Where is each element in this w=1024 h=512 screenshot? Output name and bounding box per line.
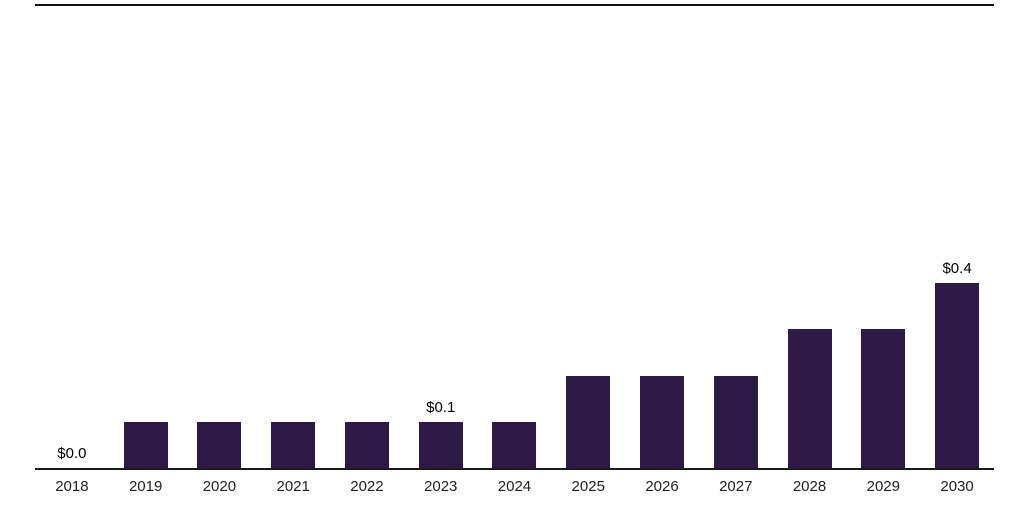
bar-2019	[123, 422, 168, 468]
bar-2020	[197, 422, 242, 468]
x-tick-label-2024: 2024	[497, 478, 532, 495]
bar-2022	[344, 422, 389, 468]
bar-group-2029: 2029	[846, 6, 920, 495]
bar-value-label-2030: $0.4	[942, 260, 972, 277]
bar-group-2027: 2027	[699, 6, 773, 495]
bar-group-2022: 2022	[330, 6, 404, 495]
x-tick-label-2019: 2019	[128, 478, 163, 495]
x-tick-label-2028: 2028	[792, 478, 827, 495]
bar-group-2026: 2026	[625, 6, 699, 495]
x-tick-label-2026: 2026	[645, 478, 679, 495]
bar-group-2020: 2020	[183, 6, 257, 495]
bar-group-2028: 2028	[773, 6, 847, 495]
bar-2026	[640, 376, 684, 468]
bar-2023	[418, 422, 463, 468]
bar-2024	[492, 422, 537, 468]
top-border-line	[35, 4, 994, 6]
bar-group-2021: 2021	[256, 6, 330, 495]
bar-2027	[713, 376, 758, 468]
bar-group-2024: 2024	[478, 6, 552, 495]
bar-2021	[271, 422, 316, 468]
bar-2025	[566, 376, 611, 468]
bar-group-2030: $0.4 2030	[920, 6, 994, 495]
x-tick-label-2029: 2029	[866, 478, 900, 495]
x-tick-label-2027: 2027	[719, 478, 753, 495]
x-tick-label-2030: 2030	[940, 478, 974, 495]
x-tick-label-2022: 2022	[350, 478, 384, 495]
bar-2030	[935, 283, 980, 468]
bar-group-2018: $0.0 2018	[35, 6, 109, 495]
bar-2028	[787, 329, 832, 468]
bar-group-2023: $0.1 2023	[404, 6, 478, 495]
bar-group-2025: 2025	[551, 6, 625, 495]
bar-value-label-2023: $0.1	[426, 399, 456, 416]
bar-group-2019: 2019	[109, 6, 183, 495]
x-tick-label-2018: 2018	[55, 478, 89, 495]
plot-area: $0.0 2018 2019 2020 2021 2022 $0.1 2023 2024 2025…	[35, 6, 994, 495]
x-tick-label-2021: 2021	[276, 478, 310, 495]
x-tick-label-2023: 2023	[424, 478, 458, 495]
bar-2029	[861, 329, 906, 468]
x-tick-label-2025: 2025	[571, 478, 605, 495]
bar-value-label-2018: $0.0	[57, 445, 87, 462]
x-tick-label-2020: 2020	[202, 478, 237, 495]
